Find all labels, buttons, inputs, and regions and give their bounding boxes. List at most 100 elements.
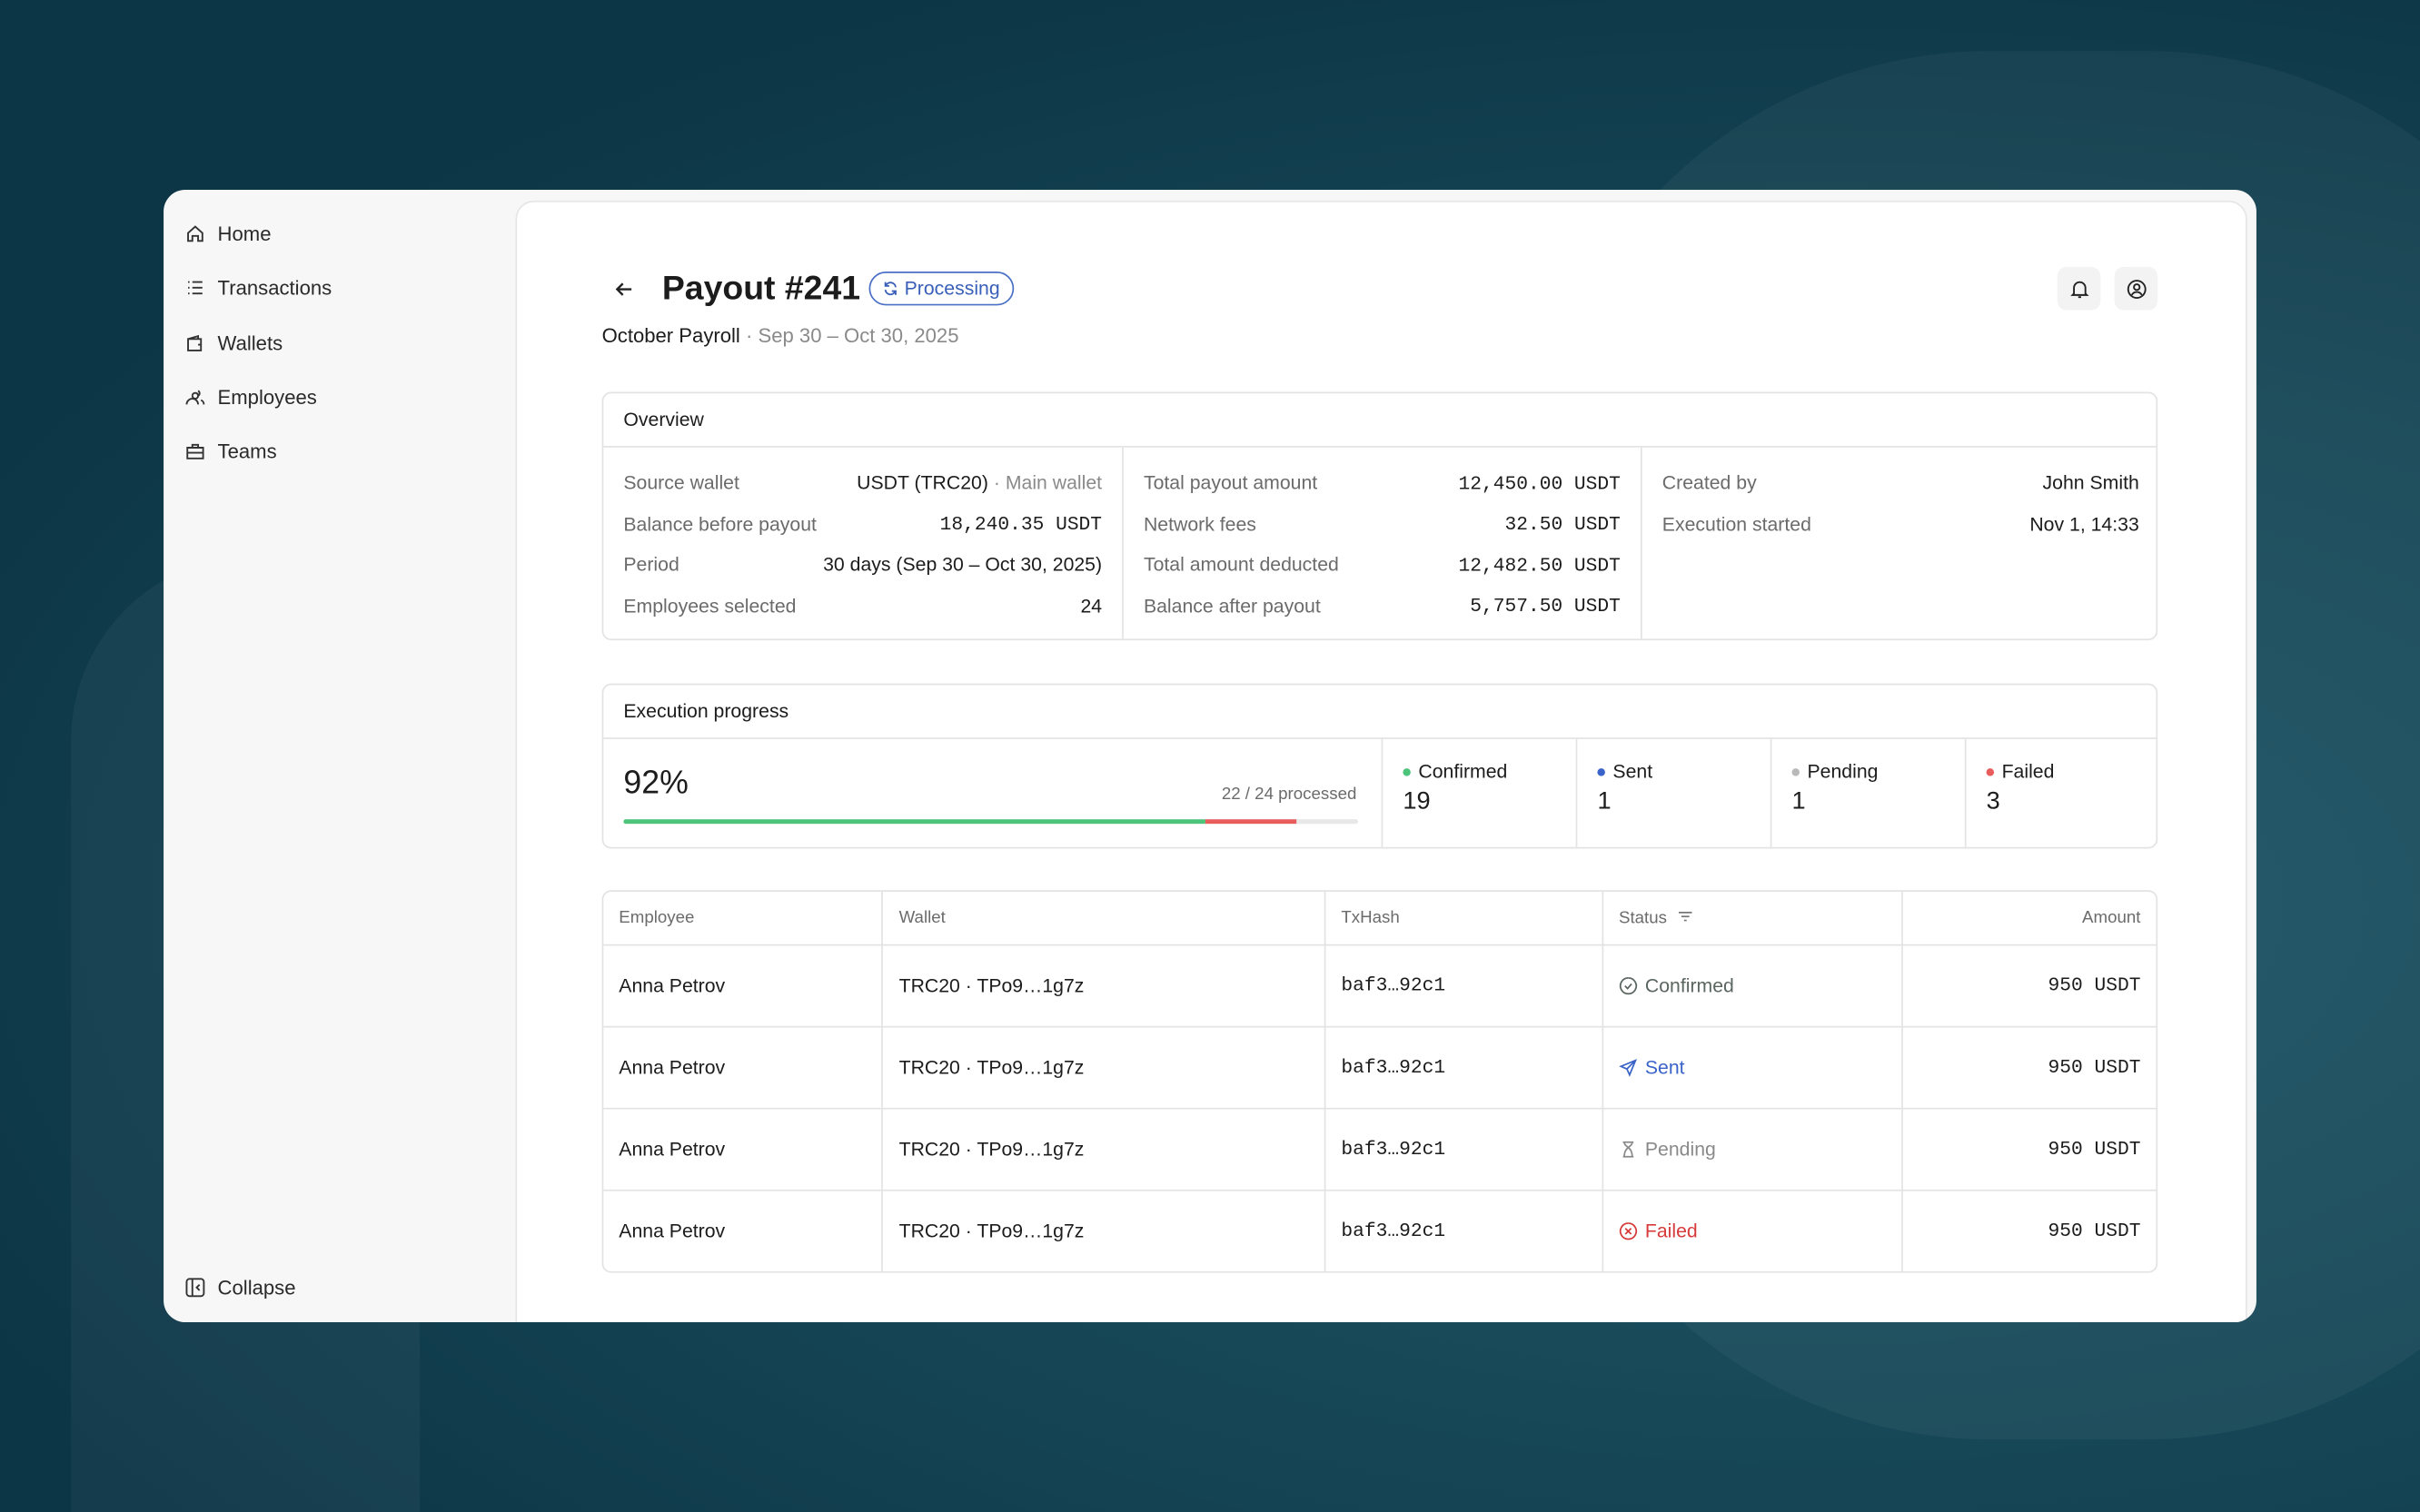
field-value: 12,482.50 USDT (1458, 554, 1620, 577)
collapse-button[interactable]: Collapse (185, 1276, 296, 1300)
icon (1619, 977, 1637, 995)
progress-segment (1205, 819, 1297, 825)
overview-column: Created by John Smith Execution started Nov… (1641, 447, 2159, 639)
stat-count: 1 (1791, 788, 1806, 815)
column-header: Employee (603, 892, 882, 946)
main-panel: Payout #241 Processing October Payroll ·… (515, 200, 2247, 1323)
progress-segment (623, 819, 1205, 825)
stat-count: 1 (1597, 788, 1612, 815)
table-row: Anna Petrov TRC20 · TPo9…1g7z baf3…92c1 Pen… (603, 1109, 2157, 1191)
filter-icon[interactable] (1676, 906, 1694, 929)
stat-dot (1986, 767, 1995, 776)
icon (188, 282, 203, 295)
table-row: Anna Petrov TRC20 · TPo9…1g7z baf3…92c1 Con… (603, 945, 2157, 1028)
overview-row: Execution started Nov 1, 14:33 (1662, 504, 2139, 545)
stat-name: Pending (1807, 760, 1879, 783)
value-text: Nov 1, 14:33 (2029, 513, 2139, 536)
field-label: Period (623, 554, 679, 577)
nav-label[interactable]: Teams (217, 440, 277, 464)
icon (1618, 1059, 1637, 1077)
amount-cell: 950 USDT (1901, 1027, 2157, 1110)
column-header: Wallet (881, 892, 1324, 946)
field-label: Total amount deducted (1143, 554, 1339, 577)
field-value: 12,450.00 USDT (1458, 471, 1620, 495)
nav-label[interactable]: Wallets (217, 331, 283, 355)
wallet-cell: TRC20 · TPo9…1g7z (881, 1191, 1324, 1271)
status: Failed (1619, 1220, 1887, 1242)
field-label: Network fees (1143, 513, 1256, 536)
overview-row: Balance before payout 18,240.35 USDT (623, 504, 1102, 545)
nav-item[interactable]: Wallets (185, 331, 283, 354)
collapse-label[interactable]: Collapse (217, 1276, 296, 1300)
nav-label[interactable]: Home (217, 222, 272, 246)
value-text: 30 days (Sep 30 – Oct 30, 2025) (823, 554, 1103, 577)
field-label: Created by (1661, 472, 1757, 495)
table-row: Anna Petrov TRC20 · TPo9…1g7z baf3…92c1 Fai… (603, 1191, 2156, 1271)
value-note: · Main wallet (993, 472, 1103, 495)
progress-card: Execution progress 92% 22 / 24 processed… (601, 683, 2159, 849)
progress-title: Execution progress (603, 685, 2157, 739)
icon (185, 390, 205, 405)
notifications-button[interactable] (2057, 266, 2101, 311)
stat-cell: Pending 1 (1770, 738, 1965, 847)
stat-name: Failed (2001, 760, 2055, 783)
payroll-name: October Payroll (601, 323, 740, 348)
overview-column: Source wallet USDT (TRC20) · Main wallet B… (603, 448, 1122, 639)
stat-name: Confirmed (1418, 760, 1508, 783)
icon (1619, 1222, 1637, 1240)
field-label: Execution started (1661, 513, 1811, 536)
nav-item[interactable]: Employees (185, 386, 317, 409)
icon (1622, 1141, 1634, 1158)
icon (187, 334, 203, 351)
stat-cell: Sent 1 (1575, 738, 1770, 847)
column-header: TxHash (1324, 892, 1602, 946)
value-text: 32.50 USDT (1504, 514, 1621, 536)
app-window: Home Transactions Wallets Employees Teams Co… (164, 189, 2256, 1323)
employee-cell: Anna Petrov (619, 1220, 726, 1242)
wallet-cell: TRC20 · TPo9…1g7z (881, 1109, 1324, 1191)
table-body: Anna Petrov TRC20 · TPo9…1g7z baf3…92c1 Con… (603, 945, 2157, 1271)
status-text: Pending (1644, 1138, 1716, 1161)
stat-dot (1597, 767, 1605, 776)
nav-item[interactable]: Teams (185, 440, 277, 463)
value-text: 5,757.50 USDT (1470, 596, 1621, 618)
page-title: Payout #241 (661, 268, 861, 308)
stat-cell: Failed 3 (1964, 738, 2159, 847)
wallet-cell: TRC20 · TPo9…1g7z (881, 1027, 1324, 1110)
employee-cell: Anna Petrov (603, 1028, 882, 1110)
column-header: Status (1602, 892, 1902, 946)
field-label: Balance after payout (1143, 595, 1321, 618)
stat-dot (1791, 767, 1800, 776)
field-label: Employees selected (623, 595, 797, 618)
overview-row: Total payout amount 12,450.00 USDT (1144, 463, 1621, 504)
stat-dot (1403, 767, 1411, 776)
payroll-period: · Sep 30 – Oct 30, 2025 (745, 323, 959, 348)
amount-cell: 950 USDT (1901, 945, 2157, 1028)
txhash-cell: baf3…92c1 (1324, 1027, 1602, 1110)
field-label: Total payout amount (1143, 472, 1318, 495)
status-text: Sent (1644, 1056, 1685, 1079)
value-text: 12,482.50 USDT (1458, 555, 1621, 577)
nav-item[interactable]: Transactions (185, 277, 332, 300)
overview-row: Balance after payout 5,757.50 USDT (1144, 586, 1621, 627)
nav-label[interactable]: Employees (217, 385, 317, 410)
field-value: 24 (1080, 595, 1102, 617)
stat-label: Pending (1791, 760, 1945, 783)
icon (187, 225, 203, 242)
field-label: Balance before payout (623, 513, 817, 536)
field-value: USDT (TRC20) · Main wallet (857, 472, 1102, 494)
value-text: 18,240.35 USDT (939, 514, 1103, 536)
nav-label[interactable]: Transactions (217, 276, 332, 301)
txhash-cell: baf3…92c1 (1324, 1109, 1602, 1191)
profile-button[interactable] (2114, 266, 2158, 311)
nav-item[interactable]: Home (185, 222, 272, 246)
amount-cell: 950 USDT (1901, 1109, 2157, 1191)
employee-cell: Anna Petrov (603, 1110, 882, 1191)
back-button[interactable] (614, 280, 634, 300)
overview-title: Overview (603, 393, 2157, 448)
stat-cell: Confirmed 19 (1381, 738, 1576, 847)
stat-count: 3 (1986, 788, 2000, 815)
column-header-text: Status (1618, 908, 1667, 927)
payout-table: Employee Wallet TxHash Status Amount Anna Pet… (601, 890, 2158, 1273)
